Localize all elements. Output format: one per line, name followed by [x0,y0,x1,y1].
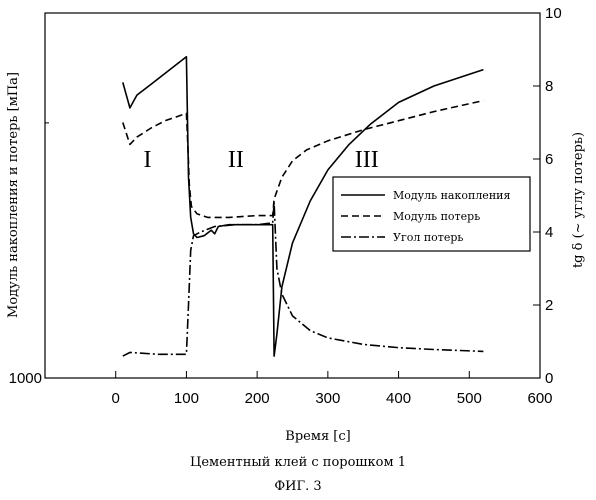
x-tick-label: 500 [457,390,482,407]
right-y-tick-label: 4 [545,224,553,241]
left-y-axis-title: Модуль накопления и потерь [мПа] [6,72,21,318]
x-axis-title: Время [с] [285,429,350,444]
x-tick-label: 300 [315,390,340,407]
x-tick-label: 200 [245,390,270,407]
left-y-tick-label: 1000 [9,370,42,387]
legend-entry: Модуль накопления [393,189,510,202]
x-tick-label: 0 [112,390,120,407]
right-y-tick-label: 6 [545,151,553,168]
region-label: I [144,147,152,173]
right-y-tick-label: 10 [545,5,562,22]
region-label: III [355,147,379,173]
x-tick-label: 600 [527,390,552,407]
right-y-tick-label: 0 [545,370,553,387]
figure-number: ФИГ. 3 [0,479,596,494]
figure-caption: Цементный клей с порошком 1 [0,455,596,470]
legend-entry: Модуль потерь [393,210,480,223]
right-y-axis-title: tg δ (~ углу потерь) [571,132,586,268]
region-label: II [228,147,244,173]
right-y-tick-label: 2 [545,297,553,314]
right-y-tick-label: 8 [545,78,553,95]
legend: Модуль накопления Модуль потерь Угол потер… [333,177,530,251]
x-tick-label: 400 [386,390,411,407]
legend-entry: Угол потерь [393,231,463,244]
x-tick-label: 100 [174,390,199,407]
